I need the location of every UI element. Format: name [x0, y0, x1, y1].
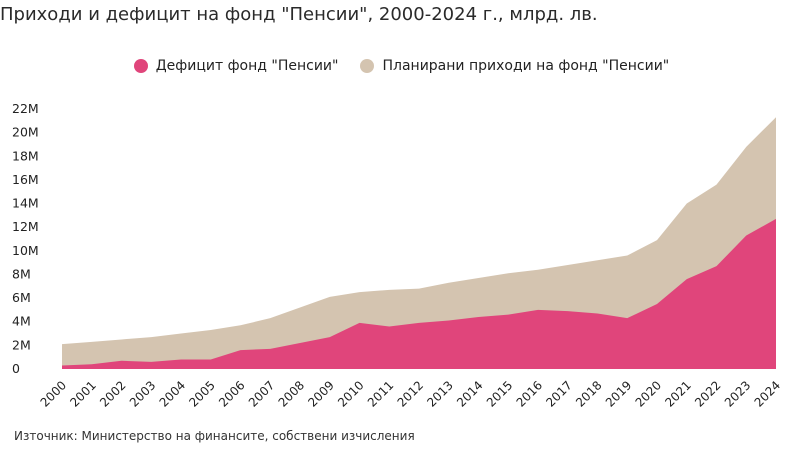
x-tick-label: 2005 [186, 378, 217, 409]
x-tick-label: 2010 [335, 378, 366, 409]
x-tick-label: 2019 [603, 378, 634, 409]
legend-item-deficit: Дефицит фонд "Пенсии" [133, 58, 339, 74]
x-tick-label: 2021 [662, 378, 693, 409]
area-planned-revenue [62, 117, 776, 370]
legend: Дефицит фонд "Пенсии" Планирани приходи … [0, 58, 803, 74]
x-tick-label: 2000 [38, 378, 69, 409]
x-tick-label: 2024 [752, 378, 783, 409]
x-tick-label: 2023 [722, 378, 753, 409]
legend-item-revenue: Планирани приходи на фонд "Пенсии" [360, 58, 669, 74]
source-note: Източник: Министерство на финансите, соб… [14, 429, 415, 443]
x-tick-label: 2013 [424, 378, 455, 409]
y-tick-label: 18M [12, 148, 39, 163]
y-tick-label: 8M [12, 266, 31, 281]
x-tick-label: 2002 [97, 378, 128, 409]
x-tick-label: 2003 [127, 378, 158, 409]
plot-areas [62, 117, 776, 370]
y-tick-label: 2M [12, 337, 31, 352]
x-tick-label: 2007 [246, 378, 277, 409]
y-tick-label: 6M [12, 290, 31, 305]
x-tick-label: 2015 [484, 378, 515, 409]
y-tick-label: 10M [12, 243, 39, 258]
x-tick-label: 2020 [633, 378, 664, 409]
legend-swatch-deficit [133, 59, 148, 73]
y-tick-label: 16M [12, 172, 39, 187]
x-tick-label: 2018 [573, 378, 604, 409]
x-tick-label: 2017 [543, 378, 574, 409]
x-tick-label: 2008 [276, 378, 307, 409]
y-axis-ticks: 0 2M 4M 6M 8M 10M 12M 14M 16M 18M 20M 22M [12, 101, 39, 376]
y-tick-label: 12M [12, 219, 39, 234]
y-tick-label: 4M [12, 314, 31, 329]
x-tick-label: 2012 [395, 378, 426, 409]
x-tick-label: 2022 [692, 378, 723, 409]
x-tick-label: 2001 [67, 378, 98, 409]
x-tick-label: 2011 [365, 378, 396, 409]
area-deficit [62, 218, 776, 369]
legend-label-revenue: Планирани приходи на фонд "Пенсии" [382, 58, 670, 74]
legend-swatch-revenue [360, 59, 375, 73]
x-axis-ticks: 2000200120022003200420052006200720082009… [38, 378, 783, 409]
x-tick-label: 2016 [514, 378, 545, 409]
y-tick-label: 0 [12, 361, 20, 376]
legend-label-deficit: Дефицит фонд "Пенсии" [155, 58, 339, 74]
x-tick-label: 2014 [454, 378, 485, 409]
x-tick-label: 2009 [305, 378, 336, 409]
y-tick-label: 14M [12, 196, 39, 211]
x-tick-label: 2006 [216, 378, 247, 409]
y-tick-label: 22M [12, 101, 39, 116]
x-tick-label: 2004 [157, 378, 188, 409]
chart-title: Приходи и дефицит на фонд "Пенсии", 2000… [0, 4, 598, 25]
y-tick-label: 20M [12, 125, 39, 140]
